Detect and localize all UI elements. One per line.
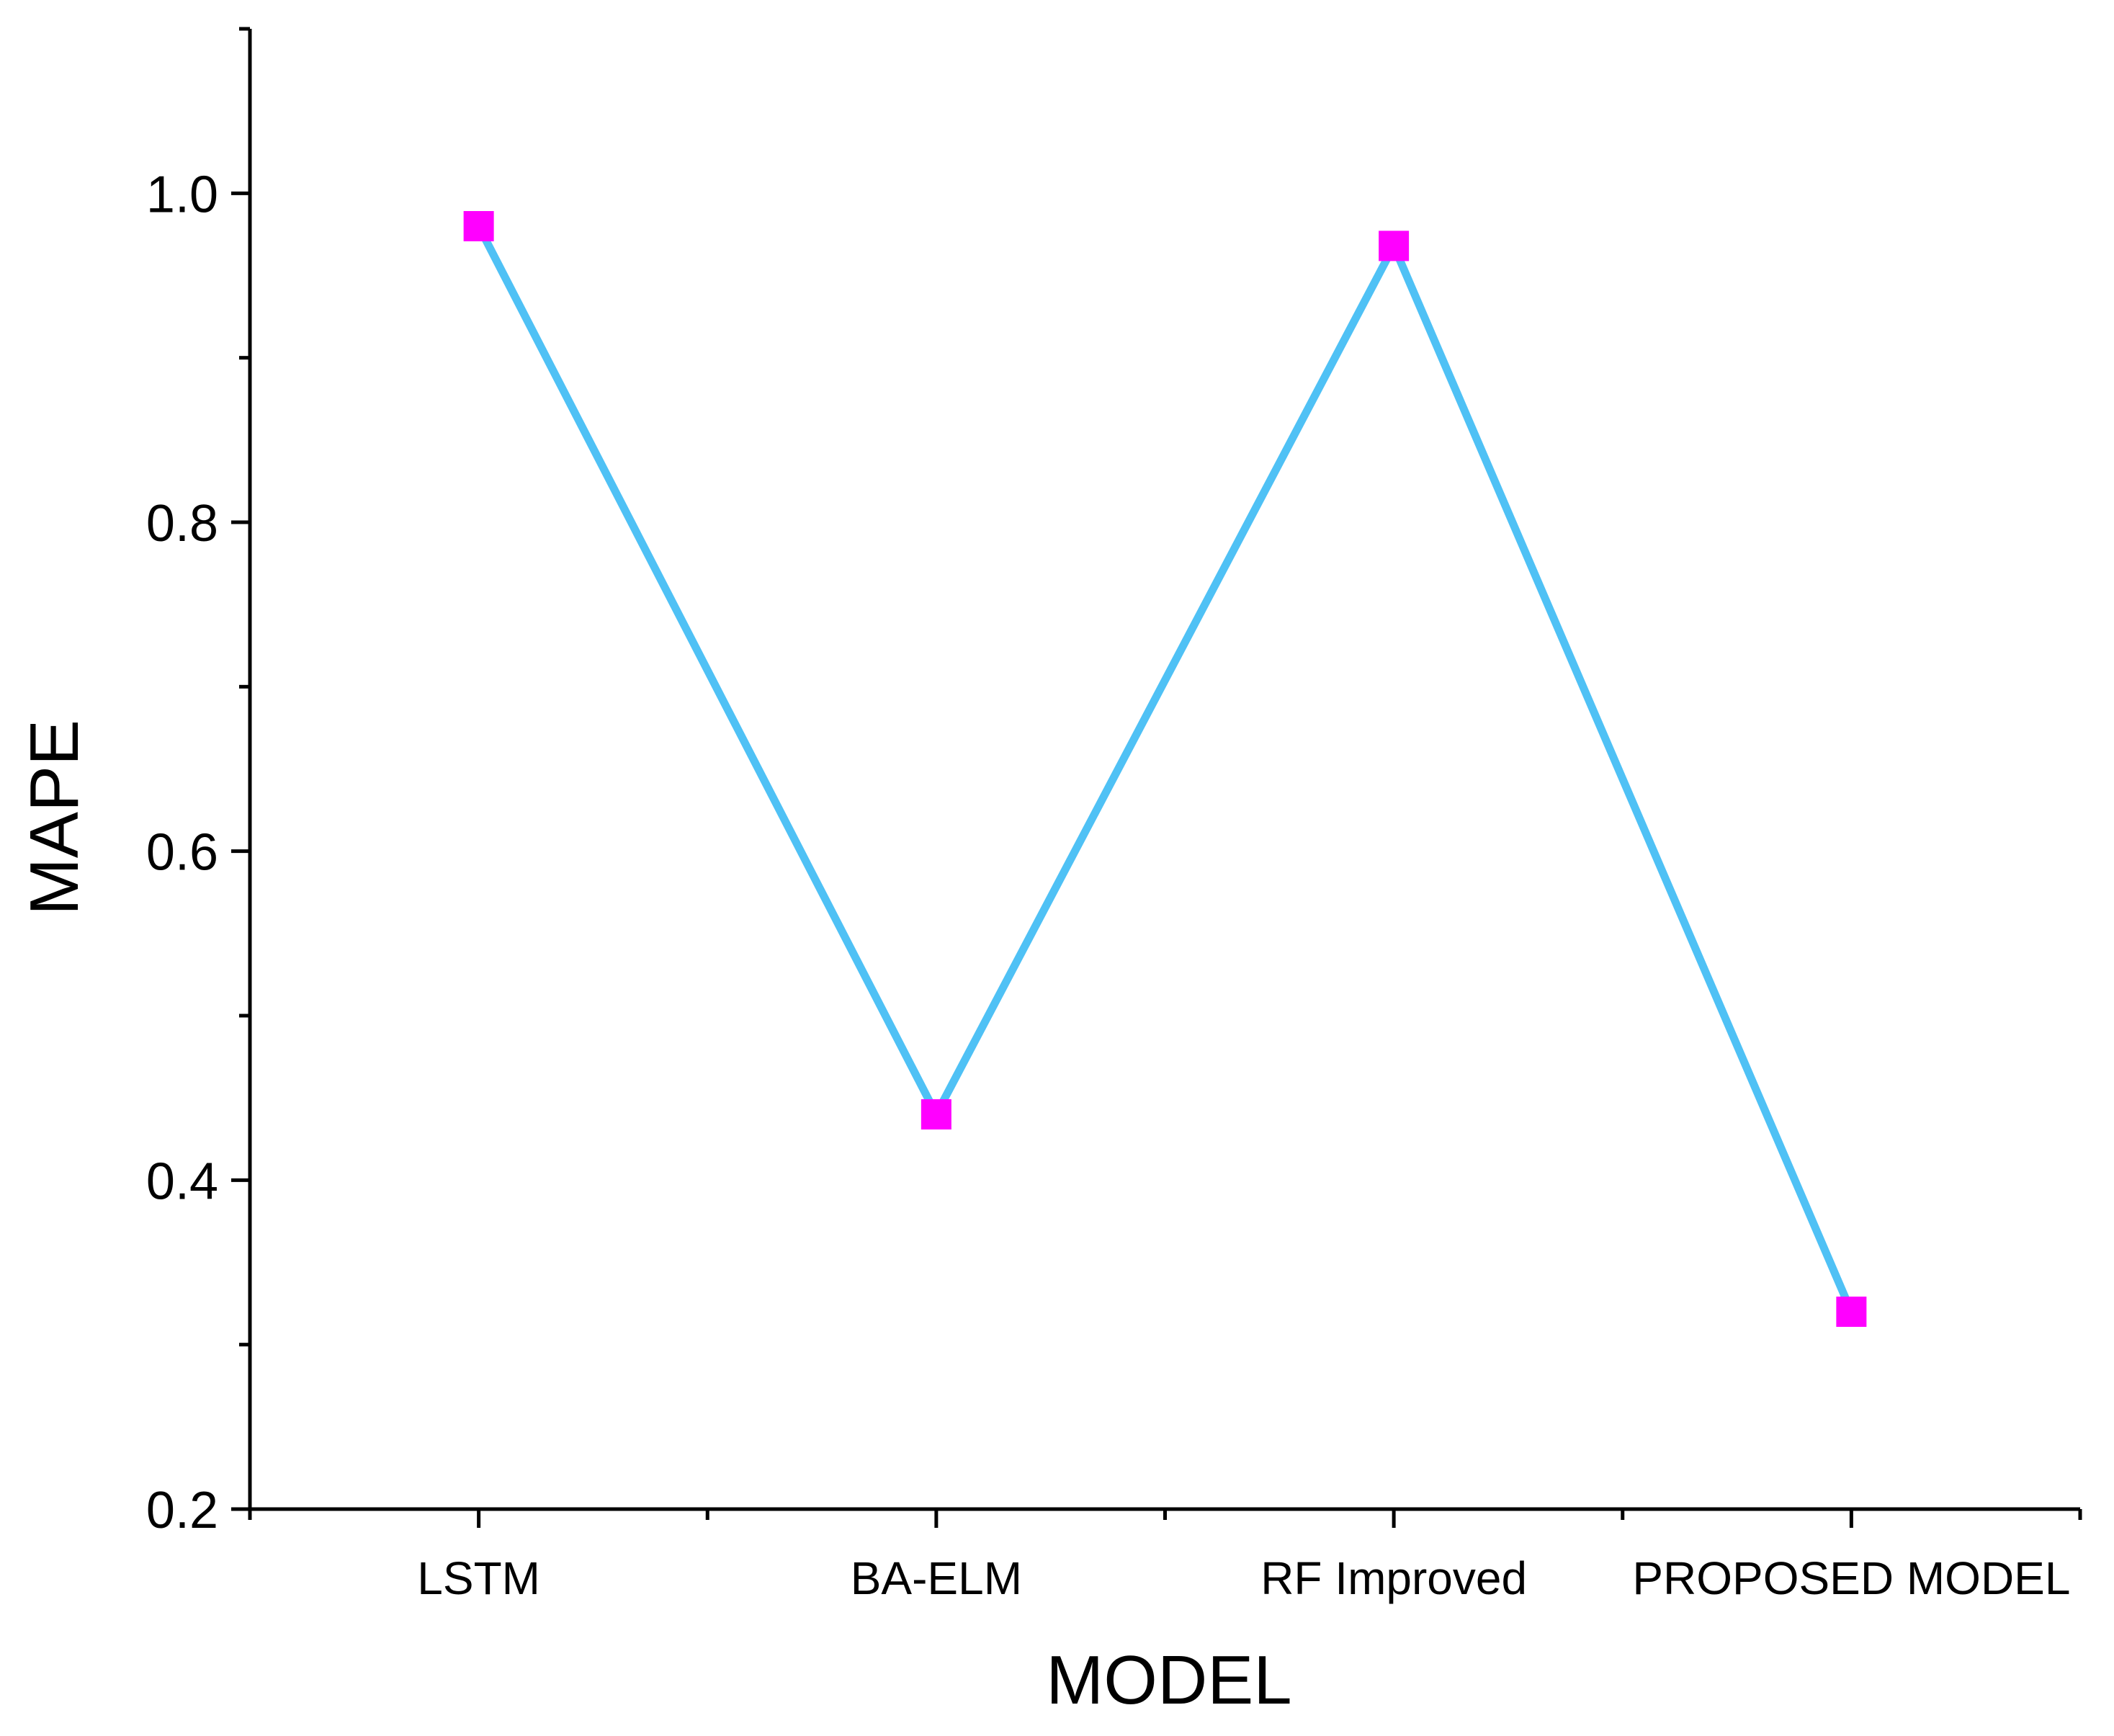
x-axis-title: MODEL [1046, 1642, 1291, 1719]
tick-labels: 0.2 0.4 0.6 0.8 1.0 LSTM BA-ELM RF Improved PROP… [146, 166, 2071, 1604]
data-point-marker [463, 211, 494, 241]
data-point-marker [921, 1099, 951, 1129]
data-point-marker [1379, 231, 1410, 261]
y-tick-label: 0.4 [146, 1153, 218, 1210]
data-point-markers [463, 211, 1867, 1327]
y-tick-label: 0.8 [146, 495, 218, 552]
x-tick-label: RF Improved [1260, 1552, 1527, 1604]
y-tick-label: 1.0 [146, 166, 218, 223]
tick-marks [231, 27, 2082, 1528]
series-line-layer [475, 224, 1855, 1314]
axes [248, 29, 2080, 1511]
series-line [475, 224, 1855, 1314]
x-tick-label: BA-ELM [851, 1552, 1022, 1604]
x-tick-label: LSTM [417, 1552, 540, 1604]
y-tick-label: 0.2 [146, 1482, 218, 1539]
y-axis-title: MAPE [16, 720, 93, 916]
x-tick-label: PROPOSED MODEL [1632, 1552, 2070, 1604]
data-point-marker [1836, 1297, 1867, 1327]
y-tick-label: 0.6 [146, 824, 218, 882]
